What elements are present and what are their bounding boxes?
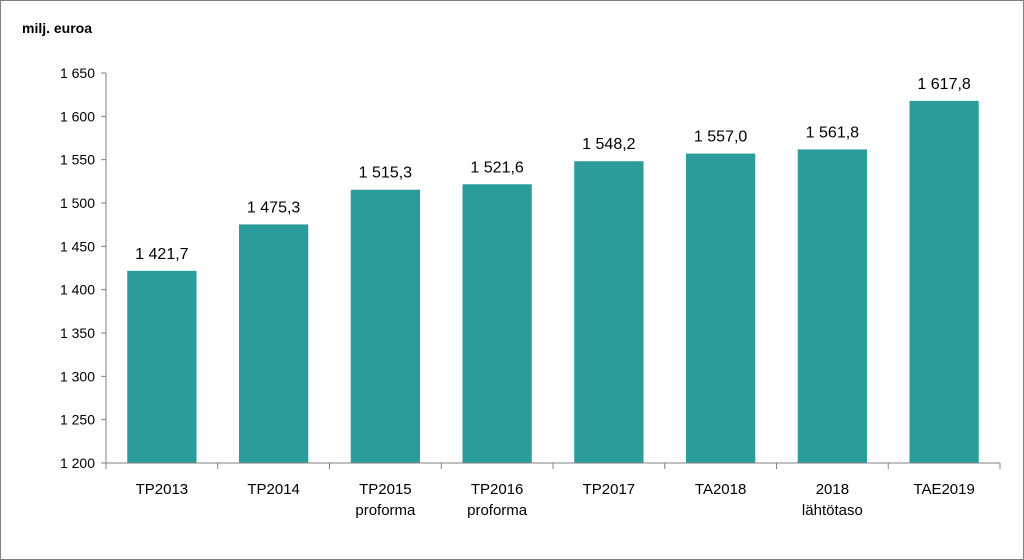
data-label: 1 521,6	[470, 159, 523, 176]
data-label: 1 421,7	[135, 246, 188, 263]
y-tick-label: 1 600	[60, 108, 95, 124]
x-tick-label: TP2013	[136, 481, 189, 498]
data-label: 1 515,3	[359, 165, 412, 182]
y-tick-label: 1 350	[60, 325, 95, 341]
x-tick-label: TP2014	[247, 481, 300, 498]
y-tick-label: 1 500	[60, 195, 95, 211]
bars: 1 421,7 1 475,3 1 515,3 1 521,6 1 548,2 1 557…	[127, 76, 979, 464]
y-axis: 1 200 1 250 1 300 1 350 1 400 1 450 1 500 1 550…	[60, 65, 107, 471]
bar	[909, 100, 979, 463]
bar	[462, 184, 532, 463]
x-tick-label: TP2017	[583, 481, 636, 498]
x-tick-label: 2018	[816, 481, 849, 498]
y-tick-label: 1 450	[60, 238, 95, 254]
bar	[685, 153, 756, 463]
data-label: 1 548,2	[582, 136, 635, 153]
data-label: 1 561,8	[806, 124, 859, 141]
y-tick-label: 1 250	[60, 412, 95, 428]
data-label: 1 557,0	[694, 129, 747, 146]
x-tick-label: TAE2019	[913, 481, 974, 498]
y-tick-label: 1 400	[60, 282, 95, 298]
data-label: 1 617,8	[917, 76, 970, 93]
y-tick-label: 1 200	[60, 455, 95, 471]
x-tick-label: TA2018	[695, 481, 746, 498]
bar	[797, 149, 868, 463]
bar	[238, 224, 309, 463]
y-tick-label: 1 550	[60, 152, 95, 168]
bar	[574, 161, 644, 463]
y-axis-title: milj. euroa	[22, 20, 92, 36]
x-axis: TP2013 TP2014 TP2015 proforma TP2016 proforma…	[105, 462, 1001, 519]
bar	[127, 270, 197, 463]
x-tick-label: proforma	[355, 502, 416, 519]
x-tick-label: lähtötaso	[802, 502, 863, 519]
x-tick-label: TP2015	[359, 481, 412, 498]
y-tick-label: 1 300	[60, 368, 95, 384]
data-label: 1 475,3	[247, 199, 300, 216]
bar	[350, 189, 421, 464]
y-tick-label: 1 650	[60, 65, 95, 81]
x-tick-label: TP2016	[471, 481, 524, 498]
x-tick-label: proforma	[467, 502, 528, 519]
